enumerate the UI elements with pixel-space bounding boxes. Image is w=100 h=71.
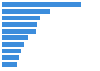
Bar (2, 35, 28, 40)
Bar (2, 55, 20, 60)
Bar (2, 2, 81, 7)
Bar (2, 49, 21, 53)
Bar (2, 16, 40, 20)
Bar (2, 29, 36, 34)
Bar (2, 9, 50, 14)
Bar (2, 42, 24, 47)
Bar (2, 62, 17, 67)
Bar (2, 22, 37, 27)
